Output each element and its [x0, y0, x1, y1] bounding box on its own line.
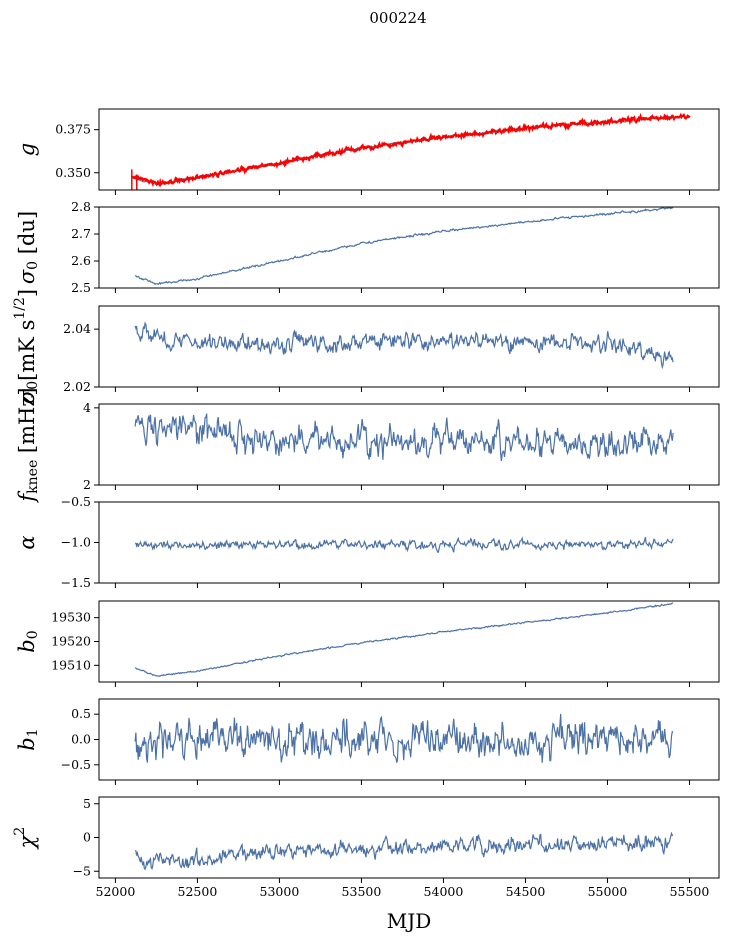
axes-frame [98, 403, 720, 486]
axes-frame [98, 796, 720, 879]
y-tick-label: 2 [83, 477, 91, 492]
axes-frame [98, 600, 720, 683]
y-tick-label: 0 [83, 830, 91, 845]
panel-sigma0_mk: 2.02 2.04 σ0[mK s1/2] [12, 289, 720, 404]
series-line-sigma0_mk [134, 321, 674, 370]
panel-chi2: −5 0 5 52000 52500 53000 53500 54000 54500 55000 5… [12, 796, 720, 899]
x-tick-label: 55500 [670, 884, 710, 899]
y-axis-label-fknee: fknee [mHz] [15, 387, 42, 503]
y-tick-label: 19510 [51, 657, 91, 672]
y-tick-label: 2.02 [63, 379, 91, 394]
y-axis-label-chi2: χ2 [12, 827, 39, 851]
y-tick-label: 0.375 [55, 122, 91, 137]
x-tick-label: 53500 [342, 884, 382, 899]
y-tick-label: −0.5 [61, 494, 91, 509]
overlay-spike [131, 169, 138, 190]
panel-b1: −0.5 0.0 0.5 b1 [15, 698, 720, 785]
series-line-fknee [134, 413, 674, 461]
y-axis-label-g: g [15, 143, 39, 156]
x-tick-label: 52500 [178, 884, 218, 899]
x-tick-label: 53000 [260, 884, 300, 899]
axes-frame [98, 206, 720, 289]
panel-g: 0.350 0.375 g [15, 108, 720, 195]
y-tick-label: −0.5 [61, 757, 91, 772]
y-tick-label: 2.04 [63, 321, 91, 336]
series-line-alpha [134, 536, 674, 553]
y-tick-label: 19530 [51, 610, 91, 625]
y-tick-label: 2.8 [71, 199, 91, 214]
y-tick-label: 19520 [51, 634, 91, 649]
y-axis-label-alpha: α [15, 535, 39, 549]
series-line-b0 [134, 602, 674, 678]
y-tick-label: −1.0 [61, 535, 91, 550]
panel-sigma0: 2.5 2.6 2.7 2.8 σ0 [du] [15, 199, 720, 295]
y-tick-label: 0.350 [55, 165, 91, 180]
series-line-sigma0 [134, 207, 674, 286]
y-axis-label-b0: b0 [15, 630, 42, 652]
series-line-red-model [131, 112, 691, 188]
y-tick-label: −5 [73, 863, 91, 878]
axes-frame [98, 108, 720, 191]
x-tick-label: 54000 [424, 884, 464, 899]
x-tick-label: 54500 [506, 884, 546, 899]
y-tick-label: 2.6 [71, 253, 91, 268]
panel-alpha: −1.5 −1.0 −0.5 α [15, 494, 720, 590]
x-tick-label: 52000 [96, 884, 136, 899]
subplot-grid: 0.350 0.375 g 2.5 2.6 2.7 2.8 σ0 [du] 2.02 2.04 σ0… [12, 108, 720, 899]
y-tick-label: 2.7 [71, 226, 91, 241]
y-tick-label: 2.5 [71, 280, 91, 295]
y-tick-label: 0.0 [71, 732, 91, 747]
y-axis-label-sigma0_mk: σ0[mK s1/2] [12, 289, 41, 404]
x-tick-label: 55000 [588, 884, 628, 899]
series-line-chi2 [134, 831, 674, 871]
panel-b0: 19510 19520 19530 b0 [15, 600, 720, 687]
series-line-b1 [134, 713, 674, 763]
y-axis-label-b1: b1 [15, 728, 42, 750]
y-tick-label: 5 [83, 796, 91, 811]
y-tick-label: 0.5 [71, 706, 91, 721]
x-axis-label: MJD [387, 909, 432, 933]
y-tick-label: −1.5 [61, 575, 91, 590]
y-axis-label-sigma0: σ0 [du] [15, 211, 42, 284]
panel-fknee: 2 4 fknee [mHz] [15, 387, 720, 504]
axes-frame [98, 305, 720, 388]
y-tick-label: 4 [83, 400, 91, 415]
figure-title: 000224 [369, 9, 426, 27]
